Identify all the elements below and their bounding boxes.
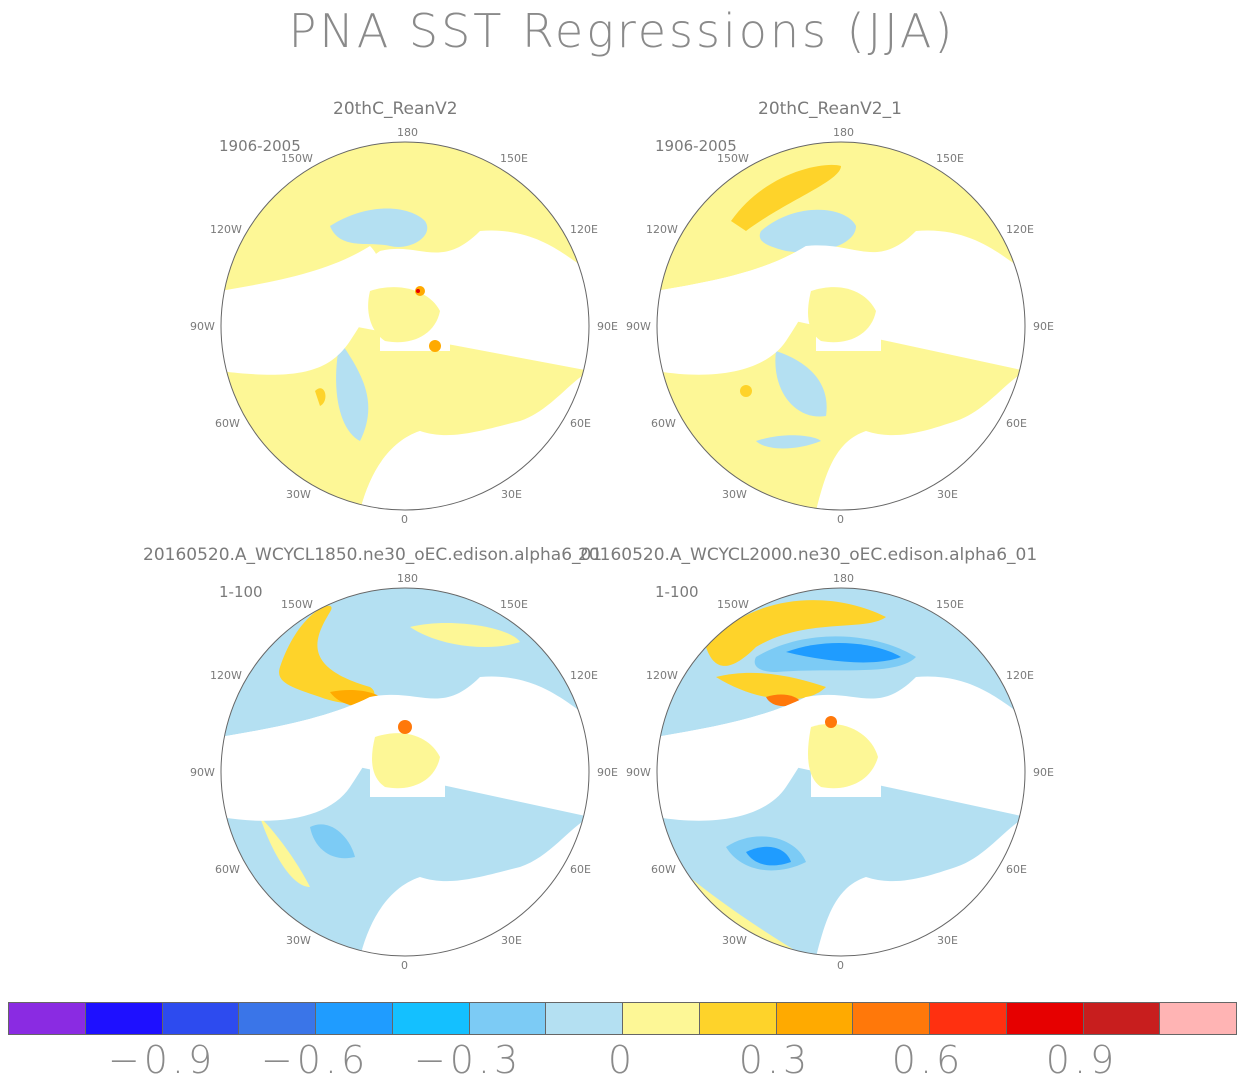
lon-label: 120E	[570, 669, 598, 682]
period-label-1: 1906-2005	[219, 137, 301, 155]
lon-label: 150E	[500, 598, 528, 611]
polar-map-2	[656, 141, 1026, 511]
colorbar-tick-label: 0.9	[1045, 1038, 1119, 1082]
lon-label: 90W	[190, 320, 215, 333]
lon-label: 60E	[570, 863, 591, 876]
colorbar-swatch	[623, 1002, 700, 1035]
lon-label: 180	[397, 126, 418, 139]
lon-label: 60E	[1006, 863, 1027, 876]
colorbar-swatch	[162, 1002, 240, 1035]
lon-label: 90W	[626, 320, 651, 333]
lon-label: 150E	[500, 152, 528, 165]
lon-label: 30W	[286, 488, 311, 501]
lon-label: 90E	[1033, 320, 1054, 333]
lon-label: 150W	[281, 152, 313, 165]
lon-label: 0	[837, 959, 844, 972]
colorbar-tick-label: 0	[607, 1038, 637, 1082]
lon-label: 90E	[597, 320, 618, 333]
lon-label: 180	[833, 126, 854, 139]
lon-label: 60W	[215, 863, 240, 876]
colorbar-swatch	[1083, 1002, 1161, 1035]
lon-label: 0	[837, 513, 844, 526]
lon-label: 30E	[501, 488, 522, 501]
lon-label: 30W	[722, 488, 747, 501]
lon-label: 0	[401, 959, 408, 972]
polar-map-1	[220, 141, 590, 511]
lon-label: 120W	[210, 669, 242, 682]
lon-label: 30W	[286, 934, 311, 947]
colorbar-tick-label: 0.3	[738, 1038, 812, 1082]
panel-title-1: 20thC_ReanV2	[333, 99, 458, 119]
colorbar	[8, 1002, 1237, 1035]
lon-label: 150E	[936, 152, 964, 165]
colorbar-swatch	[930, 1002, 1007, 1035]
colorbar-tick-label: −0.3	[413, 1038, 523, 1082]
colorbar-swatch	[1006, 1002, 1084, 1035]
colorbar-swatch	[546, 1002, 623, 1035]
colorbar-tick-label: −0.9	[107, 1038, 217, 1082]
lon-label: 150W	[717, 598, 749, 611]
colorbar-swatch	[316, 1002, 393, 1035]
colorbar-swatch	[9, 1002, 86, 1035]
lon-label: 60E	[570, 417, 591, 430]
lon-label: 180	[397, 572, 418, 585]
lon-label: 120W	[646, 669, 678, 682]
lon-label: 90E	[597, 766, 618, 779]
lon-label: 90W	[626, 766, 651, 779]
panel-title-3: 20160520.A_WCYCL1850.ne30_oEC.edison.alp…	[143, 545, 603, 565]
lon-label: 60W	[651, 417, 676, 430]
colorbar-swatch	[239, 1002, 316, 1035]
lon-label: 0	[401, 513, 408, 526]
lon-label: 120E	[1006, 223, 1034, 236]
lon-label: 120E	[570, 223, 598, 236]
lon-label: 120E	[1006, 669, 1034, 682]
lon-label: 120W	[646, 223, 678, 236]
period-label-4: 1-100	[655, 583, 699, 601]
lon-label: 90E	[1033, 766, 1054, 779]
lon-label: 60E	[1006, 417, 1027, 430]
lon-label: 30E	[501, 934, 522, 947]
lon-label: 90W	[190, 766, 215, 779]
colorbar-swatch	[776, 1002, 854, 1035]
lon-label: 180	[833, 572, 854, 585]
main-title: PNA SST Regressions (JJA)	[288, 4, 956, 58]
lon-label: 120W	[210, 223, 242, 236]
lon-label: 60W	[651, 863, 676, 876]
panel-title-4: 20160520.A_WCYCL2000.ne30_oEC.edison.alp…	[578, 545, 1038, 565]
polar-map-4	[656, 587, 1026, 957]
colorbar-swatch	[1160, 1002, 1237, 1035]
lon-label: 150W	[717, 152, 749, 165]
colorbar-swatch	[392, 1002, 470, 1035]
lon-label: 30E	[937, 488, 958, 501]
lon-label: 30W	[722, 934, 747, 947]
colorbar-swatch	[85, 1002, 163, 1035]
lon-label: 30E	[937, 934, 958, 947]
lon-label: 150W	[281, 598, 313, 611]
colorbar-tick-label: −0.6	[260, 1038, 370, 1082]
colorbar-swatch	[469, 1002, 547, 1035]
lon-label: 60W	[215, 417, 240, 430]
colorbar-tick-label: 0.6	[891, 1038, 965, 1082]
period-label-3: 1-100	[219, 583, 263, 601]
colorbar-swatch	[699, 1002, 777, 1035]
colorbar-swatch	[853, 1002, 930, 1035]
lon-label: 150E	[936, 598, 964, 611]
period-label-2: 1906-2005	[655, 137, 737, 155]
polar-map-3	[220, 587, 590, 957]
panel-title-2: 20thC_ReanV2_1	[758, 99, 902, 119]
